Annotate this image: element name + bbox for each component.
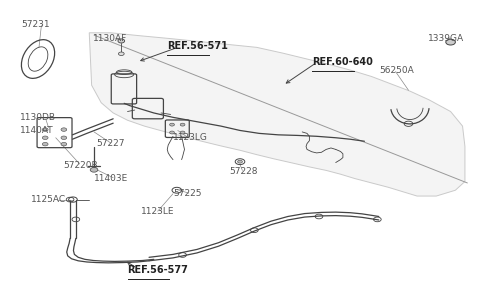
Text: 57228: 57228 <box>229 167 258 176</box>
Circle shape <box>61 128 67 131</box>
Circle shape <box>446 39 456 45</box>
Text: 1339GA: 1339GA <box>428 34 464 43</box>
Circle shape <box>180 123 185 126</box>
Text: 1140AT: 1140AT <box>20 126 53 135</box>
Text: 57220B: 57220B <box>63 161 97 170</box>
Text: 57231: 57231 <box>21 20 49 28</box>
Text: REF.60-640: REF.60-640 <box>312 57 372 67</box>
Circle shape <box>238 160 242 163</box>
Circle shape <box>42 128 48 131</box>
Circle shape <box>169 123 174 126</box>
Circle shape <box>118 39 125 43</box>
Circle shape <box>61 142 67 146</box>
Circle shape <box>42 136 48 139</box>
Text: 1125AC: 1125AC <box>31 195 66 204</box>
Circle shape <box>61 136 67 139</box>
Text: 1130AF: 1130AF <box>93 34 127 43</box>
Text: 57227: 57227 <box>96 139 125 148</box>
Circle shape <box>169 131 174 134</box>
Text: 57225: 57225 <box>173 189 202 198</box>
Text: 56250A: 56250A <box>379 66 414 75</box>
Text: REF.56-577: REF.56-577 <box>128 265 189 275</box>
Circle shape <box>90 168 98 172</box>
Polygon shape <box>89 33 465 196</box>
Text: 11403E: 11403E <box>94 174 128 183</box>
Text: REF.56-571: REF.56-571 <box>167 41 228 51</box>
Circle shape <box>119 52 124 55</box>
Circle shape <box>180 131 185 134</box>
Circle shape <box>42 142 48 146</box>
Text: 1130DB: 1130DB <box>20 113 56 122</box>
Text: 1123LE: 1123LE <box>141 207 174 216</box>
Text: 1123LG: 1123LG <box>173 133 208 142</box>
